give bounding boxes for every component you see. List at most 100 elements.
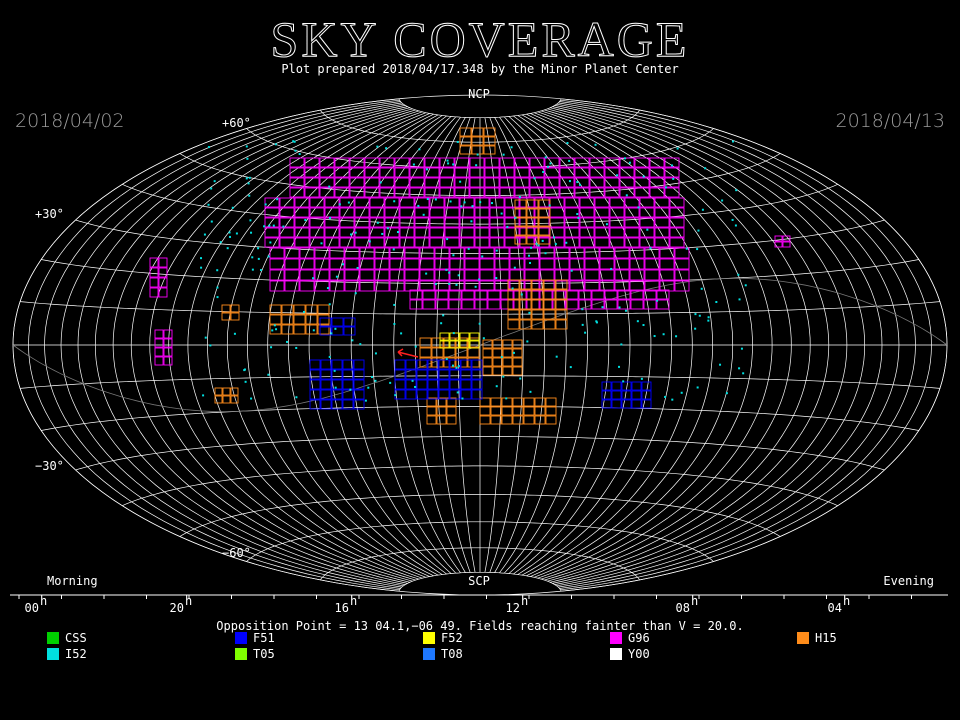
detection	[354, 292, 357, 295]
detection	[334, 327, 337, 330]
date-left: 2018/04/02	[15, 110, 125, 132]
field	[659, 247, 675, 259]
field	[504, 207, 520, 218]
field	[629, 280, 645, 292]
field	[471, 379, 483, 390]
meridian	[168, 109, 416, 581]
detection	[459, 180, 462, 183]
field	[431, 357, 444, 368]
meridian	[308, 115, 443, 575]
field	[564, 197, 580, 208]
field	[490, 397, 502, 407]
field	[294, 227, 310, 238]
field	[464, 280, 480, 292]
field	[509, 280, 525, 292]
field	[674, 258, 690, 270]
field	[526, 299, 540, 310]
field	[443, 357, 456, 368]
field	[289, 177, 305, 188]
field	[314, 258, 330, 270]
meridian	[287, 114, 439, 576]
detection	[275, 328, 278, 331]
field	[426, 406, 437, 416]
detection	[636, 320, 639, 323]
detection	[200, 266, 203, 269]
field	[293, 314, 306, 325]
field	[299, 247, 315, 259]
field	[519, 289, 532, 300]
field	[163, 338, 173, 348]
field	[279, 207, 295, 218]
field	[514, 217, 527, 227]
field	[538, 217, 551, 227]
hour-unit: h	[843, 594, 850, 608]
field	[591, 289, 605, 300]
field	[444, 227, 460, 238]
field	[369, 237, 385, 248]
field	[304, 167, 320, 178]
detection	[273, 324, 276, 327]
field	[617, 299, 631, 310]
field	[519, 299, 532, 310]
field	[555, 299, 568, 310]
field	[309, 359, 321, 370]
field	[674, 269, 690, 281]
field	[534, 197, 550, 208]
field	[624, 207, 640, 218]
detection	[328, 185, 331, 188]
field	[284, 247, 300, 259]
field	[374, 280, 390, 292]
field	[538, 199, 551, 209]
field	[384, 227, 400, 238]
detection	[576, 213, 579, 216]
detection	[624, 309, 627, 312]
field	[674, 247, 690, 259]
field	[549, 197, 565, 208]
field	[339, 227, 355, 238]
field	[641, 381, 652, 391]
field	[471, 145, 484, 155]
field	[342, 359, 354, 370]
field	[419, 247, 435, 259]
field	[309, 379, 321, 390]
field	[416, 379, 428, 390]
field	[499, 187, 515, 198]
detection	[662, 333, 665, 336]
field	[324, 227, 340, 238]
field	[559, 167, 575, 178]
side-label: Evening	[883, 574, 934, 588]
field	[154, 338, 164, 348]
field	[611, 381, 622, 391]
field	[564, 217, 580, 228]
field	[419, 280, 435, 292]
meridian	[267, 113, 434, 577]
detection	[670, 164, 673, 167]
field	[479, 397, 491, 407]
detection	[694, 313, 697, 316]
field	[461, 299, 475, 310]
field	[309, 217, 325, 228]
hour-label: 00	[25, 601, 39, 615]
field	[264, 237, 280, 248]
field	[405, 379, 417, 390]
field	[669, 237, 685, 248]
legend-label: Y00	[628, 647, 650, 661]
field	[621, 390, 632, 400]
meridian	[508, 116, 610, 574]
detection	[570, 269, 573, 272]
detection	[495, 277, 498, 280]
field	[409, 289, 423, 300]
detection	[481, 255, 484, 258]
detection	[511, 287, 514, 290]
detection	[704, 167, 707, 170]
parallel	[398, 98, 562, 119]
field	[649, 187, 665, 198]
detection	[326, 287, 329, 290]
field	[474, 227, 490, 238]
field	[309, 197, 325, 208]
detection	[414, 385, 417, 388]
field	[394, 369, 406, 380]
detection	[354, 231, 357, 234]
field	[284, 258, 300, 270]
detection	[246, 157, 249, 160]
